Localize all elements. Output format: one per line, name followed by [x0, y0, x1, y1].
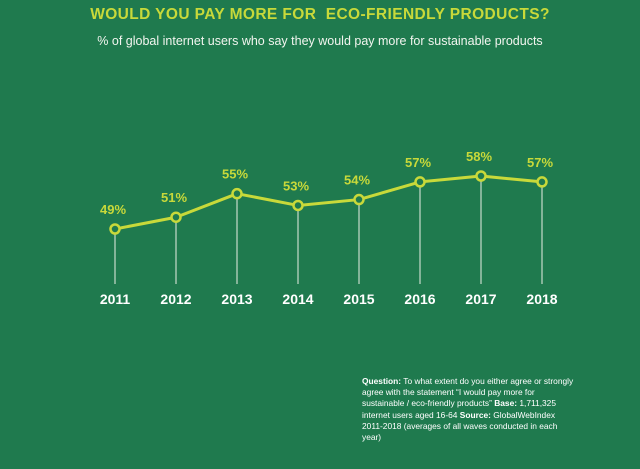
series-line	[114, 174, 543, 231]
data-point-2018	[536, 176, 548, 188]
data-point-2017	[475, 170, 487, 182]
data-label-2014: 53%	[283, 178, 309, 193]
x-tick-label-2011: 2011	[100, 291, 131, 307]
data-label-2016: 57%	[405, 155, 431, 170]
base-text: 1,711,325 internet users aged 16-64	[362, 398, 556, 420]
x-tick-label-2012: 2012	[160, 291, 191, 307]
x-tick-label-2015: 2015	[343, 291, 374, 307]
x-tick-label-2016: 2016	[404, 291, 435, 307]
data-point-2012	[170, 211, 182, 223]
x-tick-label-2017: 2017	[465, 291, 496, 307]
data-label-2011: 49%	[100, 202, 126, 217]
data-label-2012: 51%	[161, 190, 187, 205]
x-tick-label-2013: 2013	[221, 291, 252, 307]
question-label: Question:	[362, 376, 402, 386]
data-point-2011	[109, 223, 121, 235]
data-point-2015	[353, 193, 365, 206]
chart-title: WOULD YOU PAY MORE FOR ECO-FRIENDLY PROD…	[90, 6, 550, 23]
source-text: GlobalWebIndex 2011-2018 (averages of al…	[362, 409, 558, 443]
x-tick-label-2018: 2018	[526, 291, 557, 307]
footnote: Question: To what extent do you either a…	[362, 376, 574, 443]
data-label-2018: 57%	[527, 155, 553, 170]
data-point-2014	[292, 199, 304, 212]
base-label: Base:	[494, 398, 518, 409]
data-label-2017: 58%	[466, 149, 492, 164]
question-text: To what extent do you either agree or st…	[362, 376, 574, 409]
data-point-2013	[231, 187, 243, 200]
chart-subtitle: % of global internet users who say they …	[97, 34, 543, 48]
source-label: Source:	[459, 409, 491, 420]
data-point-2016	[414, 176, 426, 188]
data-label-2015: 54%	[344, 173, 370, 188]
data-label-2013: 55%	[222, 167, 248, 182]
x-tick-label-2014: 2014	[282, 291, 313, 307]
